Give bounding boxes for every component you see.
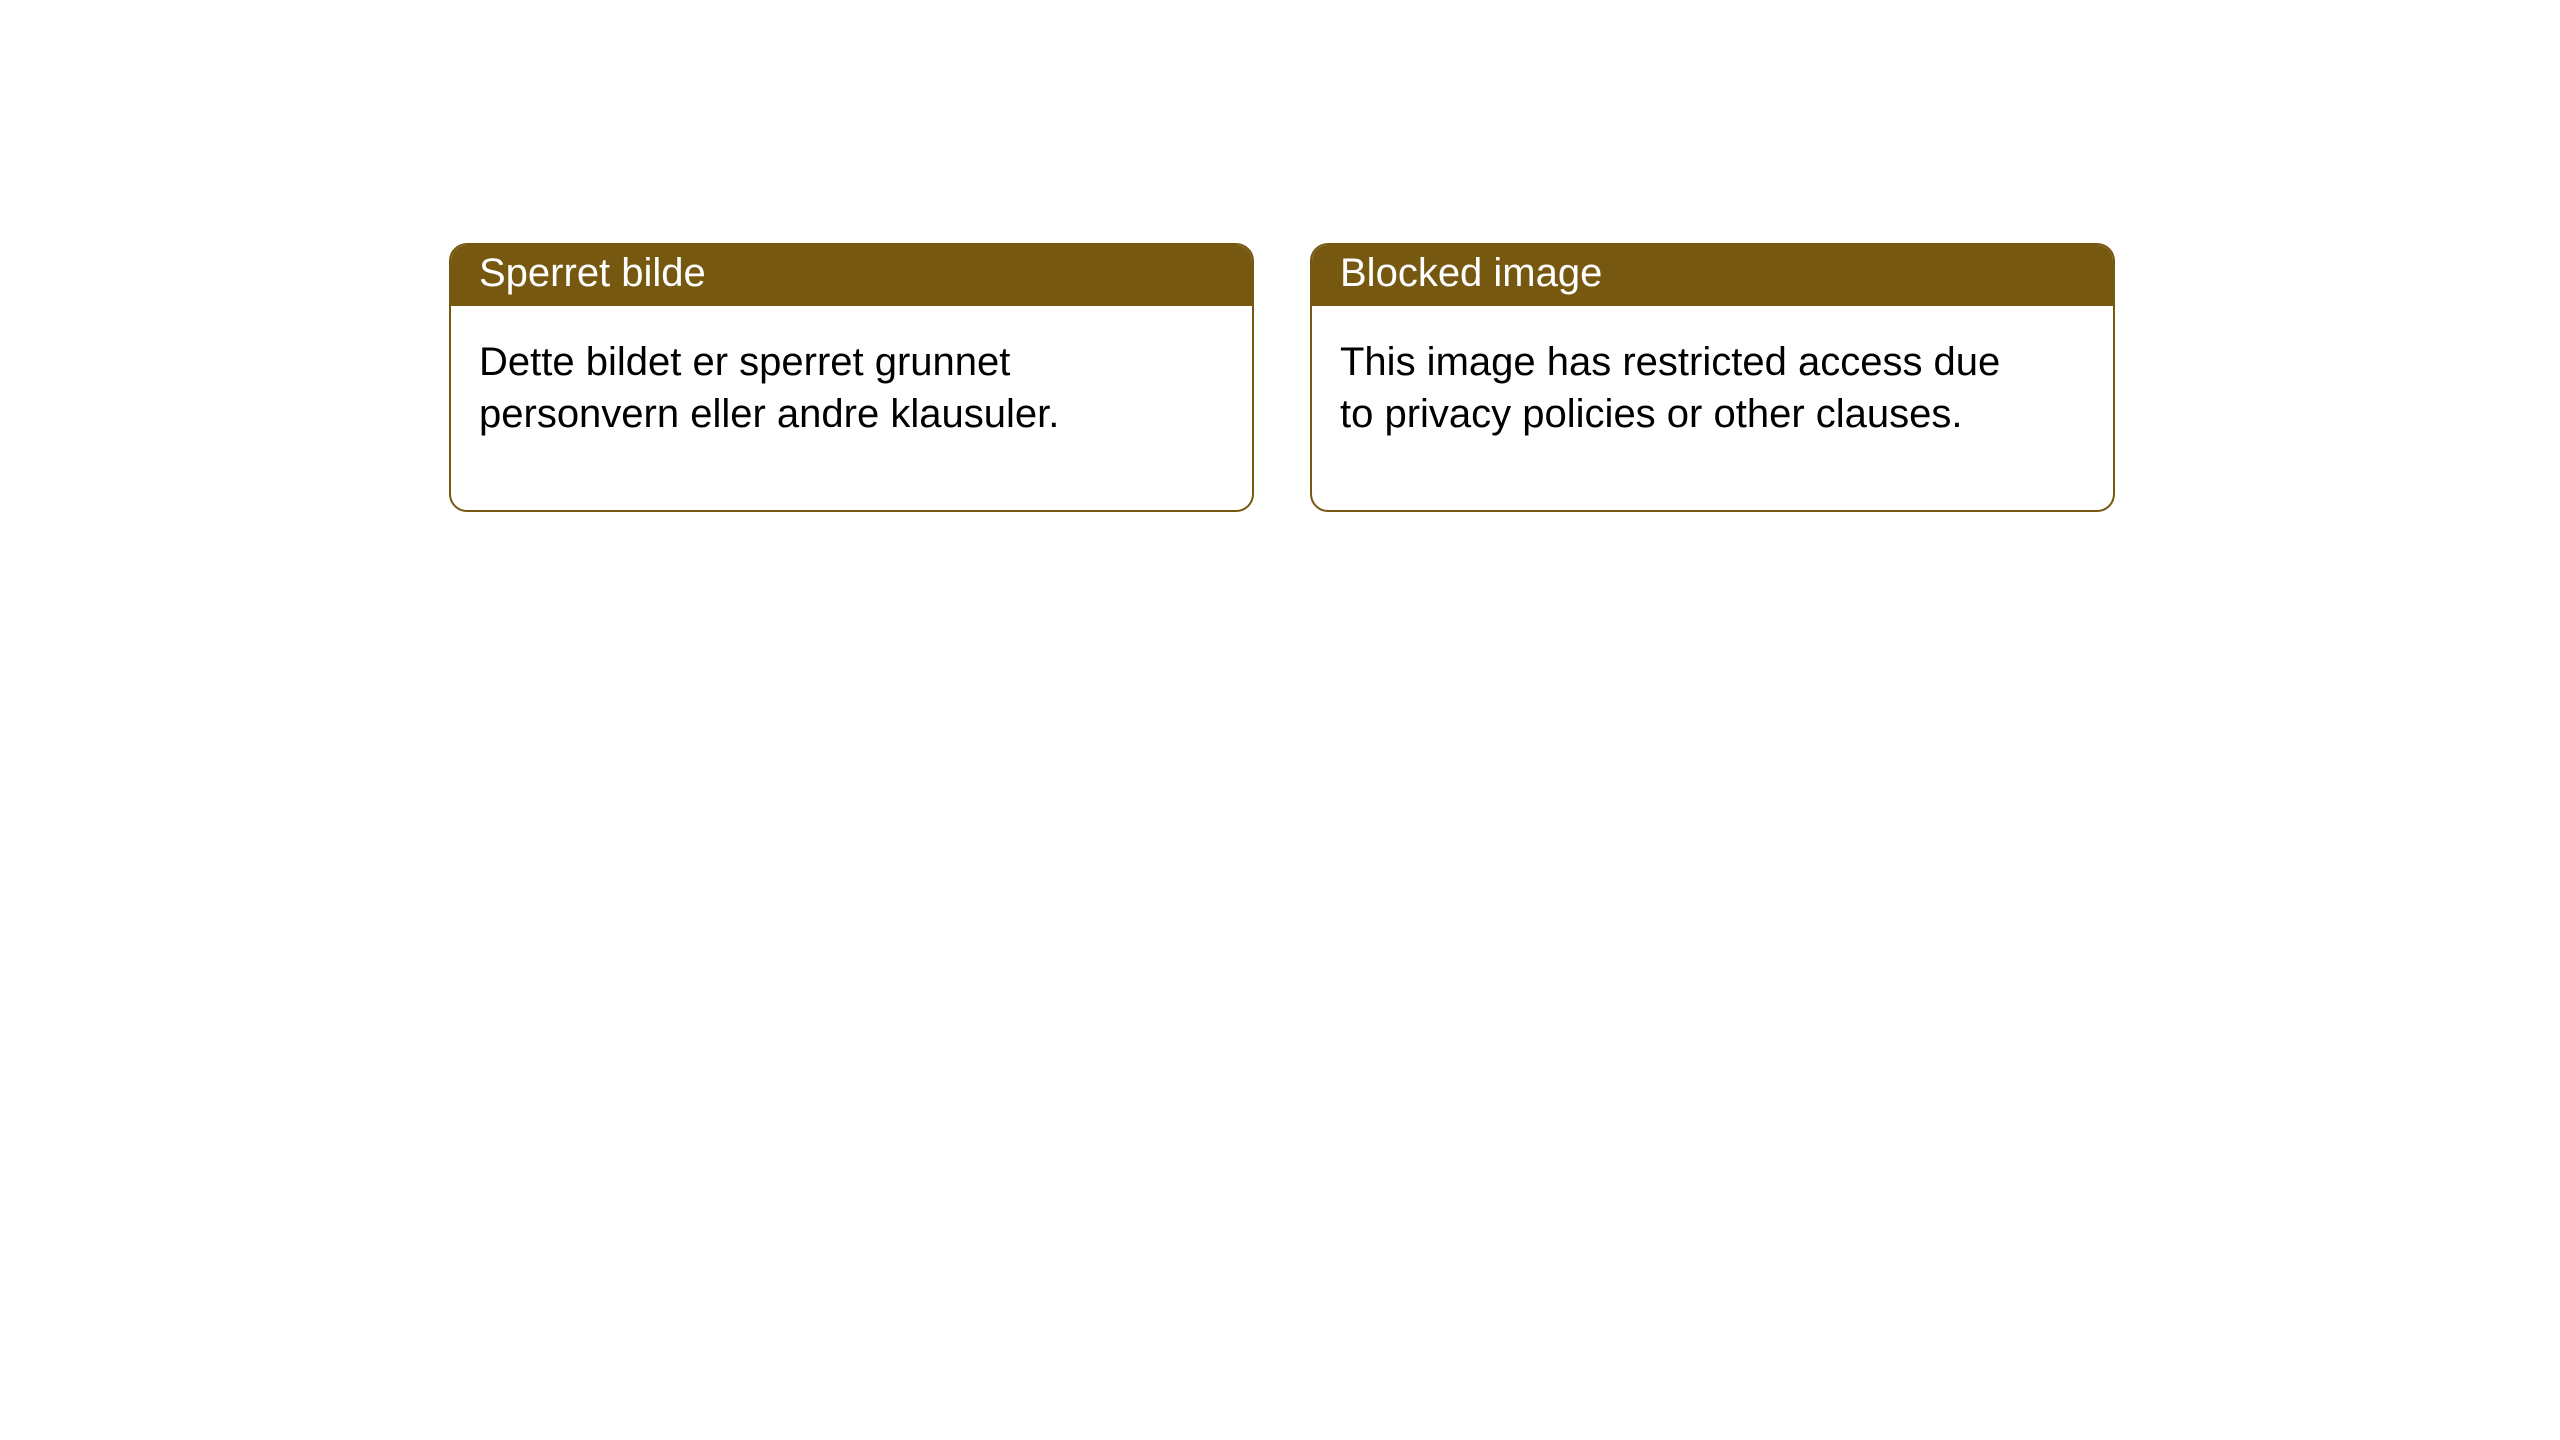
notice-header: Blocked image bbox=[1312, 245, 2113, 306]
notice-message: Dette bildet er sperret grunnet personve… bbox=[479, 340, 1059, 436]
notice-container: Sperret bilde Dette bildet er sperret gr… bbox=[0, 0, 2560, 512]
notice-message: This image has restricted access due to … bbox=[1340, 340, 2000, 436]
notice-body: This image has restricted access due to … bbox=[1312, 306, 2052, 510]
notice-title: Blocked image bbox=[1340, 251, 1602, 295]
notice-box-english: Blocked image This image has restricted … bbox=[1310, 243, 2115, 512]
notice-box-norwegian: Sperret bilde Dette bildet er sperret gr… bbox=[449, 243, 1254, 512]
notice-header: Sperret bilde bbox=[451, 245, 1252, 306]
notice-body: Dette bildet er sperret grunnet personve… bbox=[451, 306, 1191, 510]
notice-title: Sperret bilde bbox=[479, 251, 706, 295]
